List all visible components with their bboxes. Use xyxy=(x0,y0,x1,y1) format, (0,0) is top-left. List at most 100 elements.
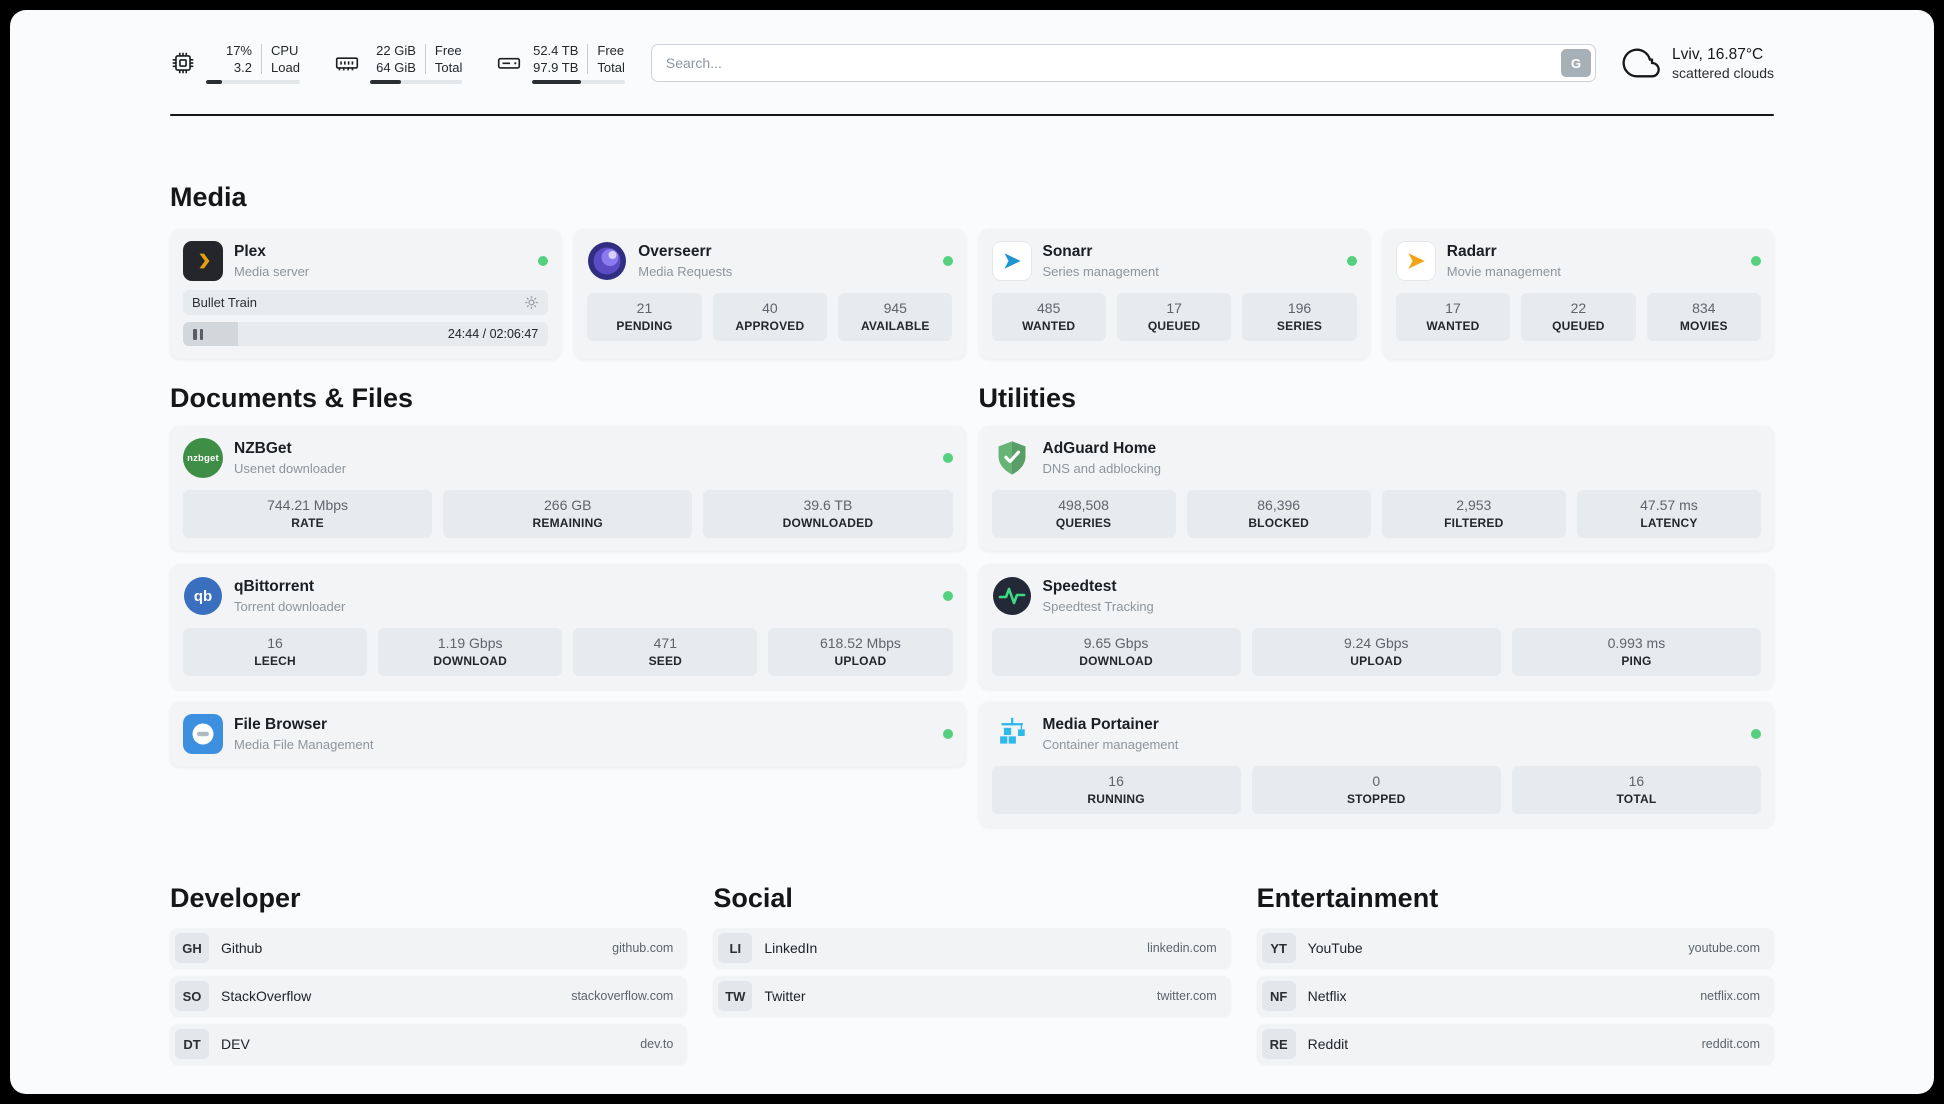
stat-label: DOWNLOAD xyxy=(433,654,507,668)
app-card-portainer[interactable]: Media Portainer Container management 16 … xyxy=(978,702,1774,827)
app-card-filebrowser[interactable]: File Browser Media File Management xyxy=(170,702,966,767)
stats-row: 498,508 QUERIES 86,396 BLOCKED 2,953 FIL… xyxy=(991,490,1761,538)
bookmark-domain: netflix.com xyxy=(1700,989,1760,1003)
section-title-utilities: Utilities xyxy=(978,383,1077,413)
stat-tile: 16 TOTAL xyxy=(1511,766,1761,814)
bookmark-abbr: DT xyxy=(175,1029,209,1059)
stat-value: 485 xyxy=(1037,300,1061,316)
stat-label: LEECH xyxy=(254,654,296,668)
overseerr-icon xyxy=(587,241,627,281)
section-documents: Documents & Files nzbget NZBGet Usenet d… xyxy=(170,383,966,767)
system-stats: 17% 3.2 CPU Load xyxy=(170,42,625,84)
stat-value: 498,508 xyxy=(1058,497,1109,513)
stat-label: LATENCY xyxy=(1640,516,1698,530)
bookmark-name: Netflix xyxy=(1307,988,1347,1004)
bookmark-netflix[interactable]: NF Netflix netflix.com xyxy=(1256,976,1774,1016)
stat-value: 834 xyxy=(1692,300,1716,316)
stat-value: 2,953 xyxy=(1456,497,1492,513)
card-names: Sonarr Series management xyxy=(1043,243,1159,279)
online-status-dot xyxy=(942,256,953,266)
card-header: qb qBittorrent Torrent downloader xyxy=(183,576,953,616)
section-title-documents: Documents & Files xyxy=(170,383,414,413)
bookmark-reddit[interactable]: RE Reddit reddit.com xyxy=(1256,1024,1774,1064)
stat-divider xyxy=(424,44,426,74)
stat-value: 9.65 Gbps xyxy=(1083,635,1149,651)
now-playing-row: Bullet Train xyxy=(183,290,549,315)
app-subtitle: Series management xyxy=(1042,264,1159,279)
speedtest-icon xyxy=(992,576,1032,616)
disk-total-label: Total xyxy=(597,60,625,75)
pause-icon[interactable] xyxy=(193,328,203,340)
stat-label: REMAINING xyxy=(532,516,603,530)
app-card-adguard[interactable]: AdGuard Home DNS and adblocking 498,508 … xyxy=(978,426,1774,551)
now-playing-title: Bullet Train xyxy=(192,295,258,310)
header-divider xyxy=(170,114,1774,116)
cpu-progress-bar xyxy=(206,80,300,84)
app-name: Sonarr xyxy=(1042,243,1093,260)
app-name: File Browser xyxy=(234,716,328,733)
cpu-load-value: 3.2 xyxy=(233,60,252,75)
card-header: Sonarr Series management xyxy=(991,241,1357,281)
app-subtitle: Media server xyxy=(234,264,310,279)
stats-row: 9.65 Gbps DOWNLOAD 9.24 Gbps UPLOAD 0.99… xyxy=(991,628,1761,676)
card-header: Overseerr Media Requests xyxy=(587,241,953,281)
top-bar: 17% 3.2 CPU Load xyxy=(170,10,1774,84)
app-name: NZBGet xyxy=(234,440,292,457)
stats-row: 485 WANTED 17 QUEUED 196 SERIES xyxy=(991,293,1357,341)
weather-text: Lviv, 16.87°C scattered clouds xyxy=(1672,46,1774,81)
search-box: G xyxy=(650,44,1597,82)
stat-label: AVAILABLE xyxy=(860,319,930,333)
settings-gear-icon[interactable] xyxy=(524,295,539,310)
bookmark-abbr: LI xyxy=(718,933,753,963)
ram-stats-body: 22 GiB 64 GiB Free Total xyxy=(369,42,463,84)
card-header: Plex Media server xyxy=(183,241,549,281)
app-card-speedtest[interactable]: Speedtest Speedtest Tracking 9.65 Gbps D… xyxy=(978,564,1774,689)
app-card-overseerr[interactable]: Overseerr Media Requests 21 PENDING 40 A… xyxy=(574,229,966,359)
stat-value: 17 xyxy=(1445,300,1461,316)
card-names: Plex Media server xyxy=(234,243,309,279)
section-title-media: Media xyxy=(170,182,247,212)
bookmark-linkedin[interactable]: LI LinkedIn linkedin.com xyxy=(713,928,1231,968)
app-subtitle: Speedtest Tracking xyxy=(1042,599,1154,614)
stat-value: 16 xyxy=(267,635,283,651)
stat-value: 16 xyxy=(1628,773,1645,789)
weather-widget: Lviv, 16.87°C scattered clouds xyxy=(1622,43,1774,83)
ram-total-value: 64 GiB xyxy=(376,60,416,75)
app-card-nzbget[interactable]: nzbget NZBGet Usenet downloader 744.21 M… xyxy=(170,426,966,551)
bookmark-stackoverflow[interactable]: SO StackOverflow stackoverflow.com xyxy=(170,976,688,1016)
stats-row: 21 PENDING 40 APPROVED 945 AVAILABLE xyxy=(587,293,953,341)
search-engine-button[interactable]: G xyxy=(1561,49,1592,77)
app-name: Radarr xyxy=(1446,243,1497,260)
playback-progress-bar[interactable]: 24:44 / 02:06:47 xyxy=(183,322,549,346)
ram-progress-bar xyxy=(369,80,463,84)
bookmark-name: Reddit xyxy=(1307,1036,1349,1052)
online-status-dot xyxy=(1751,256,1761,266)
app-card-qbittorrent[interactable]: qb qBittorrent Torrent downloader 16 LEE… xyxy=(170,564,966,689)
app-name: Overseerr xyxy=(638,243,712,260)
disk-widget: 52.4 TB 97.9 TB Free Total xyxy=(496,42,625,84)
stat-divider xyxy=(587,44,589,74)
bookmark-youtube[interactable]: YT YouTube youtube.com xyxy=(1256,928,1774,968)
disk-progress-bar xyxy=(532,80,625,84)
stat-label: DOWNLOADED xyxy=(782,516,874,530)
bookmark-dev[interactable]: DT DEV dev.to xyxy=(170,1024,688,1064)
stat-label: TOTAL xyxy=(1616,792,1657,806)
stat-label: QUERIES xyxy=(1055,516,1112,530)
app-card-plex[interactable]: Plex Media server Bullet Train xyxy=(170,229,562,359)
app-subtitle: Usenet downloader xyxy=(234,461,347,476)
search-input[interactable] xyxy=(650,44,1597,82)
stats-row: 16 LEECH 1.19 Gbps DOWNLOAD 471 SEED 618… xyxy=(183,628,953,676)
card-names: qBittorrent Torrent downloader xyxy=(234,578,345,614)
app-card-radarr[interactable]: Radarr Movie management 17 WANTED 22 QUE… xyxy=(1382,229,1774,359)
ram-total-label: Total xyxy=(434,60,463,75)
stat-tile: 485 WANTED xyxy=(991,293,1106,341)
card-header: AdGuard Home DNS and adblocking xyxy=(992,438,1762,478)
app-card-sonarr[interactable]: Sonarr Series management 485 WANTED 17 Q… xyxy=(978,229,1370,359)
bookmark-github[interactable]: GH Github github.com xyxy=(170,928,688,968)
online-status-dot xyxy=(1751,729,1761,739)
stat-tile: 40 APPROVED xyxy=(712,293,828,341)
online-status-dot xyxy=(1346,256,1357,266)
stat-value: 266 GB xyxy=(544,497,592,513)
stat-label: UPLOAD xyxy=(834,654,887,668)
bookmark-twitter[interactable]: TW Twitter twitter.com xyxy=(713,976,1231,1016)
